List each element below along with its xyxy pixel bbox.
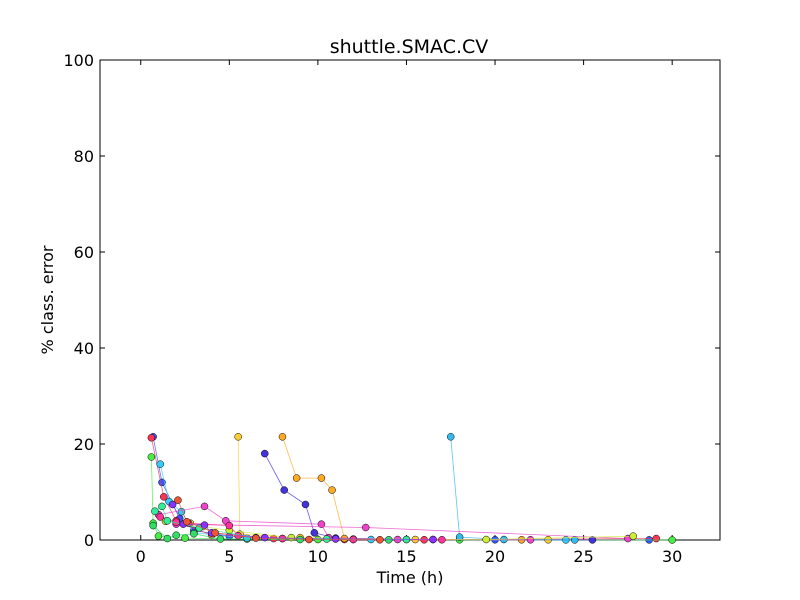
- data-point: [526, 536, 535, 544]
- data-point: [280, 486, 288, 494]
- series-1: [147, 434, 660, 544]
- data-point: [151, 507, 159, 515]
- x-tick-label: 15: [396, 547, 416, 566]
- x-tick-label: 25: [573, 547, 593, 566]
- data-point: [292, 474, 301, 482]
- y-tick-label: 40: [74, 339, 94, 358]
- data-point: [147, 453, 156, 461]
- data-point: [156, 460, 164, 468]
- x-tick-label: 30: [662, 547, 682, 566]
- y-tick-label: 20: [74, 435, 94, 454]
- series-6: [260, 449, 597, 544]
- data-point: [629, 532, 637, 540]
- data-point: [331, 535, 340, 543]
- data-point: [429, 535, 437, 544]
- data-point: [305, 535, 313, 544]
- series-7: [446, 433, 579, 544]
- data-point: [361, 523, 370, 532]
- data-point: [147, 434, 156, 442]
- data-point: [154, 532, 163, 540]
- x-axis: 0 5 10 15 20 25 30: [136, 60, 682, 566]
- data-point: [174, 496, 182, 504]
- data-point: [455, 533, 464, 541]
- data-point: [200, 502, 209, 511]
- data-point: [482, 535, 490, 544]
- data-point: [668, 536, 676, 544]
- data-point: [190, 530, 198, 538]
- plot-area: [147, 433, 676, 544]
- data-point: [328, 486, 336, 494]
- series-line: [450, 436, 575, 541]
- data-point: [163, 517, 172, 525]
- x-tick-label: 10: [308, 547, 328, 566]
- data-point: [252, 534, 260, 542]
- y-tick-label: 60: [74, 243, 94, 262]
- data-point: [225, 521, 234, 530]
- data-point: [278, 433, 287, 441]
- y-axis-label: % class. error: [38, 245, 57, 354]
- data-point: [172, 531, 180, 539]
- data-point: [310, 529, 319, 537]
- x-tick-label: 0: [136, 547, 146, 566]
- series-line: [177, 500, 380, 541]
- data-point: [163, 534, 172, 543]
- y-axis: 0 20 40 60 80 100: [63, 51, 720, 550]
- x-tick-label: 5: [224, 547, 234, 566]
- data-point: [301, 500, 310, 509]
- plot-frame: [99, 59, 721, 541]
- data-point: [183, 518, 191, 526]
- data-point: [438, 536, 446, 544]
- series-0: [149, 433, 653, 544]
- data-point: [317, 474, 326, 482]
- data-point: [211, 529, 219, 537]
- y-tick-label: 80: [74, 147, 94, 166]
- data-point: [168, 500, 177, 509]
- data-point: [317, 520, 326, 528]
- x-tick-label: 20: [485, 547, 505, 566]
- data-point: [588, 536, 597, 544]
- data-point: [234, 433, 242, 441]
- series-15: [174, 496, 384, 544]
- y-tick-label: 0: [84, 531, 94, 550]
- chart-title: shuttle.SMAC.CV: [330, 36, 489, 58]
- data-point: [384, 536, 393, 544]
- data-point: [260, 533, 269, 542]
- data-point: [160, 493, 168, 501]
- y-tick-label: 100: [63, 51, 94, 70]
- data-point: [181, 534, 189, 542]
- data-point: [652, 534, 660, 543]
- data-point: [158, 502, 166, 511]
- data-point: [156, 513, 164, 521]
- data-point: [287, 533, 296, 542]
- data-point: [149, 521, 157, 530]
- data-point: [260, 449, 269, 458]
- data-point: [376, 536, 384, 544]
- x-axis-label: Time (h): [376, 568, 444, 587]
- data-point: [216, 535, 225, 543]
- data-point: [446, 433, 455, 441]
